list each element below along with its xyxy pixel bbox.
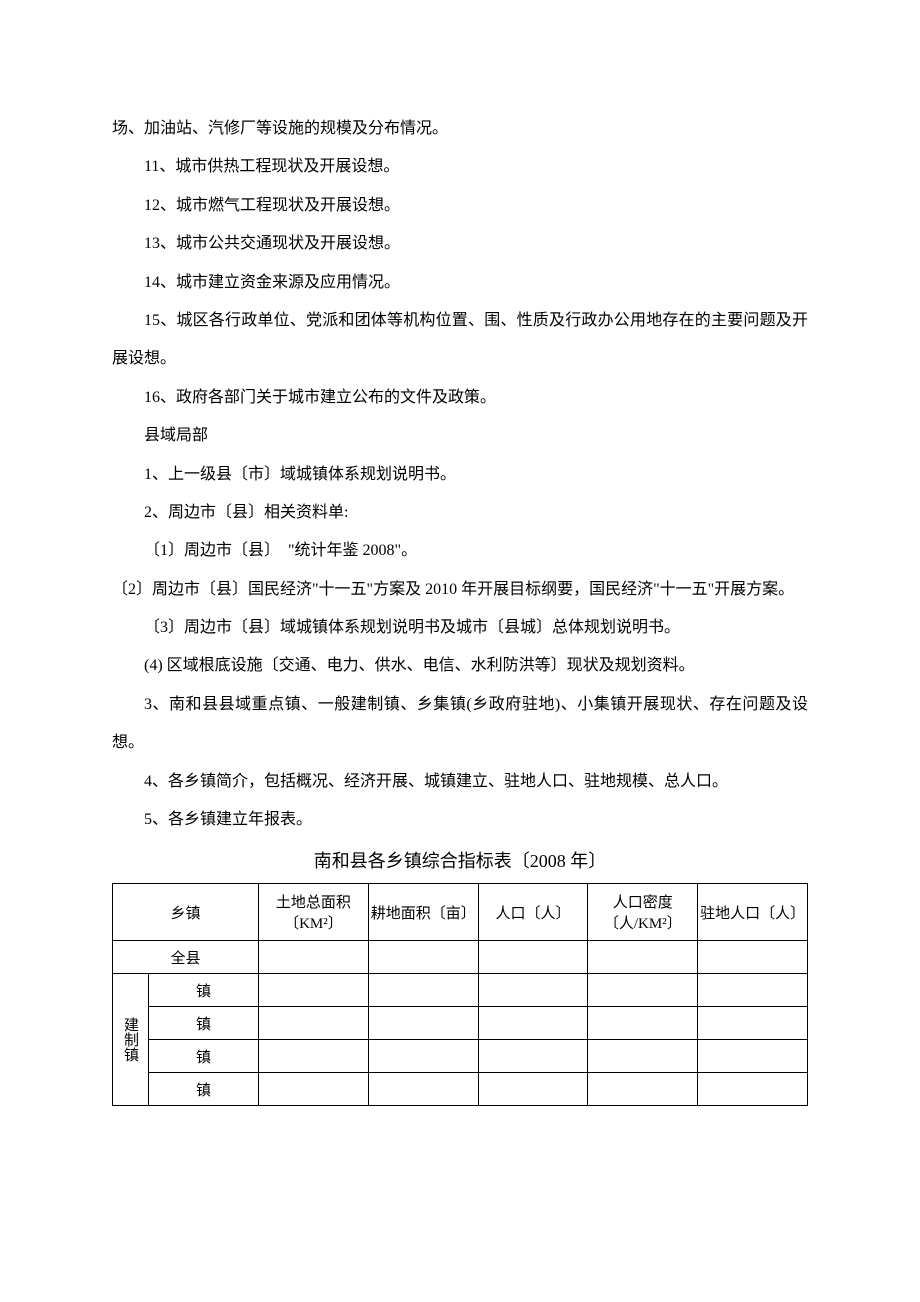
cell — [368, 974, 478, 1007]
paragraph: 16、政府各部门关于城市建立公布的文件及政策。 — [112, 379, 808, 417]
paragraph: 〔1〕周边市〔县〕 "统计年鉴 2008"。 — [112, 532, 808, 570]
cell — [698, 1040, 808, 1073]
table-row: 镇 — [113, 1007, 808, 1040]
paragraph: 13、城市公共交通现状及开展设想。 — [112, 225, 808, 263]
table-row: 全县 — [113, 941, 808, 974]
cell-town-name: 镇 — [149, 974, 259, 1007]
cell — [368, 1007, 478, 1040]
paragraph: 11、城市供热工程现状及开展设想。 — [112, 148, 808, 186]
table-title: 南和县各乡镇综合指标表〔2008 年〕 — [112, 847, 808, 873]
paragraph: 4、各乡镇简介，包括概况、经济开展、城镇建立、驻地人口、驻地规模、总人口。 — [112, 763, 808, 801]
document-page: 场、加油站、汽修厂等设施的规模及分布情况。 11、城市供热工程现状及开展设想。 … — [0, 0, 920, 1302]
paragraph: 12、城市燃气工程现状及开展设想。 — [112, 187, 808, 225]
paragraph: 〔3〕周边市〔县〕域城镇体系规划说明书及城市〔县城〕总体规划说明书。 — [112, 609, 808, 647]
cell — [588, 941, 698, 974]
paragraph: 15、城区各行政单位、党派和团体等机构位置、围、性质及行政办公用地存在的主要问题… — [112, 302, 808, 379]
table-row: 建制镇 镇 — [113, 974, 808, 1007]
cell-county-label: 全县 — [113, 941, 259, 974]
cell-group-label: 建制镇 — [113, 974, 149, 1106]
cell — [368, 1073, 478, 1106]
cell — [259, 974, 369, 1007]
col-town: 乡镇 — [113, 884, 259, 941]
cell — [478, 974, 588, 1007]
cell — [259, 941, 369, 974]
cell — [368, 941, 478, 974]
indicators-table: 乡镇 土地总面积〔KM²〕 耕地面积〔亩〕 人口〔人〕 人口密度〔人/KM²〕 … — [112, 883, 808, 1106]
cell — [588, 1007, 698, 1040]
cell — [368, 1040, 478, 1073]
cell-town-name: 镇 — [149, 1040, 259, 1073]
cell — [698, 974, 808, 1007]
paragraph: (4) 区域根底设施〔交通、电力、供水、电信、水利防洪等〕现状及规划资料。 — [112, 647, 808, 685]
cell — [698, 1073, 808, 1106]
cell — [698, 1007, 808, 1040]
cell-town-name: 镇 — [149, 1073, 259, 1106]
cell — [478, 941, 588, 974]
cell — [259, 1073, 369, 1106]
cell — [588, 1040, 698, 1073]
table-row: 镇 — [113, 1040, 808, 1073]
col-arable: 耕地面积〔亩〕 — [368, 884, 478, 941]
cell — [588, 974, 698, 1007]
paragraph: 〔2〕周边市〔县〕国民经济"十一五"方案及 2010 年开展目标纲要，国民经济"… — [112, 571, 808, 609]
col-dens: 人口密度〔人/KM²〕 — [588, 884, 698, 941]
paragraph: 3、南和县县域重点镇、一般建制镇、乡集镇(乡政府驻地)、小集镇开展现状、存在问题… — [112, 686, 808, 763]
col-resid: 驻地人口〔人〕 — [698, 884, 808, 941]
paragraph: 14、城市建立资金来源及应用情况。 — [112, 264, 808, 302]
table-header-row: 乡镇 土地总面积〔KM²〕 耕地面积〔亩〕 人口〔人〕 人口密度〔人/KM²〕 … — [113, 884, 808, 941]
cell — [478, 1007, 588, 1040]
section-heading: 县域局部 — [112, 417, 808, 455]
cell — [698, 941, 808, 974]
cell — [588, 1073, 698, 1106]
cell — [478, 1073, 588, 1106]
paragraph: 2、周边市〔县〕相关资料单: — [112, 494, 808, 532]
col-area: 土地总面积〔KM²〕 — [259, 884, 369, 941]
cell-town-name: 镇 — [149, 1007, 259, 1040]
paragraph: 场、加油站、汽修厂等设施的规模及分布情况。 — [112, 110, 808, 148]
paragraph: 5、各乡镇建立年报表。 — [112, 801, 808, 839]
table-row: 镇 — [113, 1073, 808, 1106]
col-pop: 人口〔人〕 — [478, 884, 588, 941]
paragraph: 1、上一级县〔市〕域城镇体系规划说明书。 — [112, 456, 808, 494]
cell — [259, 1007, 369, 1040]
cell — [478, 1040, 588, 1073]
cell — [259, 1040, 369, 1073]
